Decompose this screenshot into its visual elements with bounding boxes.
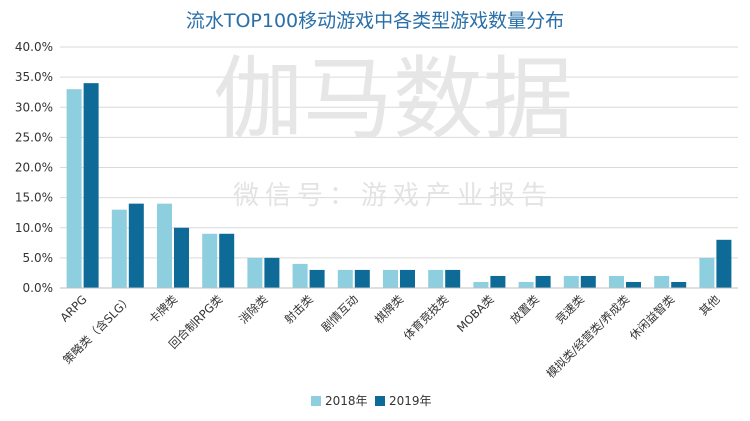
bar-series2	[264, 257, 280, 288]
x-category-label: 棋牌类	[372, 292, 407, 327]
chart-title: 流水TOP100移动游戏中各类型游戏数量分布	[186, 10, 564, 32]
bar-series1	[428, 269, 444, 288]
bar-series2	[626, 281, 641, 288]
x-category-label: 模拟类/经营类/养成类	[544, 292, 633, 381]
legend: 2018年 2019年	[311, 394, 432, 408]
bar-series1	[518, 281, 534, 288]
y-tick-label: 30.0%	[15, 100, 53, 114]
bar-series1	[111, 209, 127, 288]
x-category-label: 剧情互动	[318, 292, 360, 334]
bar-series1	[292, 263, 308, 288]
legend-swatch	[311, 396, 321, 406]
bar-series1	[157, 203, 172, 288]
y-tick-label: 5.0%	[23, 251, 54, 265]
legend-swatch	[375, 396, 385, 406]
bar-series1	[609, 275, 624, 288]
y-tick-label: 35.0%	[15, 70, 53, 84]
bar-series1	[383, 269, 398, 288]
x-category-label: 卡牌类	[146, 292, 181, 327]
bar-series1	[563, 275, 579, 288]
bar-series1	[337, 269, 353, 288]
bar-series1	[473, 281, 489, 288]
bar-series1	[654, 275, 670, 288]
bar-series2	[535, 275, 551, 288]
bar-series2	[400, 269, 415, 288]
bar-series2	[174, 227, 189, 288]
bar-series2	[309, 269, 325, 288]
bars	[66, 83, 732, 289]
bar-series2	[128, 203, 144, 288]
bar-series1	[699, 257, 715, 288]
bar-series2	[219, 233, 235, 288]
x-category-label: 射击类	[281, 292, 316, 327]
x-category-label: ARPG	[57, 292, 89, 324]
x-category-label: 放置类	[507, 292, 542, 327]
bar-series2	[83, 83, 99, 289]
x-category-label: 体育竞技类	[401, 292, 452, 343]
bar-series2	[490, 275, 506, 288]
bar-series2	[716, 239, 732, 288]
watermark-sub: 微信号：游戏产业报告	[233, 181, 553, 211]
bar-series2	[445, 269, 461, 288]
bar-series1	[66, 89, 82, 288]
legend-label: 2019年	[389, 394, 432, 408]
x-category-label: MOBA类	[454, 292, 497, 335]
y-axis-tick-labels: 0.0% 5.0% 10.0% 15.0% 20.0% 25.0% 30.0% 35.0% 40…	[15, 40, 53, 295]
legend-label: 2018年	[325, 394, 368, 408]
y-tick-label: 10.0%	[15, 221, 53, 235]
y-tick-label: 25.0%	[15, 130, 53, 144]
bar-series2	[354, 269, 370, 288]
gridlines	[60, 46, 738, 259]
bar-series2	[671, 281, 687, 288]
x-category-label: 休闲益智类	[627, 292, 678, 343]
y-tick-label: 40.0%	[15, 40, 53, 54]
x-category-label: 其他	[696, 292, 723, 319]
y-tick-label: 15.0%	[15, 191, 53, 205]
y-tick-label: 20.0%	[15, 161, 53, 175]
x-category-label: 消除类	[236, 292, 271, 327]
bar-series1	[247, 257, 263, 288]
x-category-label: 竞速类	[553, 292, 588, 327]
watermark-main: 伽马数据	[213, 47, 573, 152]
bar-series1	[202, 233, 218, 288]
bar-series2	[580, 275, 596, 288]
y-tick-label: 0.0%	[23, 281, 54, 295]
